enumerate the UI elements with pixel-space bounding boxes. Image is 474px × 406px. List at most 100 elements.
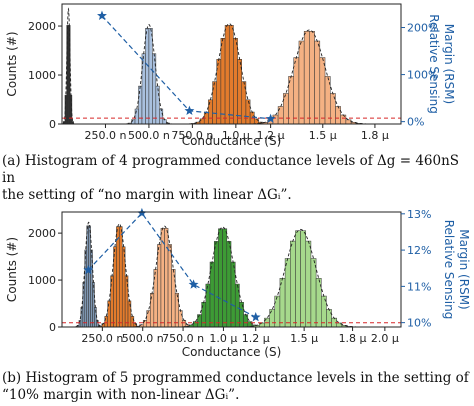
histogram-bar (243, 314, 249, 327)
plot-area-b (62, 221, 401, 327)
histogram-bar (92, 282, 95, 327)
y2-tick-label: 13% (407, 208, 431, 221)
histogram-level-5 (245, 228, 356, 327)
histogram-bar (224, 25, 230, 124)
histogram-bar (290, 240, 296, 327)
y-axis-label: Counts (#) (5, 237, 19, 302)
histogram-bar (233, 38, 238, 124)
histogram-bar (119, 226, 123, 327)
y2-tick-label: 10% (407, 317, 431, 330)
rsm-star-marker (250, 312, 261, 322)
x-tick-label: 1.0 μ (222, 129, 250, 142)
histogram-bar (213, 241, 219, 327)
axes-frame (61, 3, 402, 125)
y-axis-label: Counts (#) (5, 31, 19, 96)
gaussian-fit-curve (245, 228, 356, 327)
y2-axis-label-line1: Relative Sensing (427, 14, 441, 114)
histogram-bar (295, 230, 301, 327)
histogram-bar (167, 244, 172, 327)
histogram-bar (159, 108, 164, 124)
rsm-line (87, 212, 256, 318)
y-tick-label: 1000 (28, 274, 56, 287)
histogram-bar (64, 95, 67, 124)
histogram-bar (272, 114, 279, 124)
histogram-bar (157, 244, 162, 327)
x-tick-label: 500.0 n (128, 129, 170, 142)
histogram-bar (86, 225, 89, 327)
gaussian-fit-curve (62, 7, 75, 124)
histogram-bar (134, 108, 139, 124)
caption-b-line1: (b) Histogram of 5 programmed conductanc… (2, 370, 469, 386)
x-tick-label: 750.0 n (171, 129, 213, 142)
histogram-bar (124, 275, 129, 327)
histogram-bar (345, 119, 352, 124)
x-tick-label: 1.2 μ (257, 129, 285, 142)
axes-frame (61, 211, 402, 328)
gaussian-fit-curve (181, 226, 264, 327)
histogram-bar (326, 309, 332, 327)
y2-tick-label: 200% (407, 22, 438, 35)
histogram-bar (171, 269, 176, 327)
histogram-bar (226, 241, 232, 327)
histogram-bar (130, 316, 135, 327)
x-tick-label: 250.0 n (81, 332, 123, 345)
histogram-bar (293, 57, 300, 124)
rsm-star-marker (188, 279, 199, 289)
histogram-bar (116, 226, 120, 327)
histogram-bar (142, 320, 147, 327)
y2-tick-label: 0% (407, 116, 424, 129)
histogram-bar (319, 57, 326, 124)
chart-panel-a: 250.0 n 500.0 n 750.0 n 1.0 μ 1.2 μ 1.5 μ 1.8 … (5, 3, 456, 148)
histogram-bar (121, 246, 126, 327)
histogram-bar (279, 278, 286, 327)
rsm-series (97, 10, 276, 124)
y2-axis-label-line1: Relative Sensing (442, 220, 456, 320)
histogram-bar (174, 293, 179, 327)
x-tick-label: 1.0 μ (209, 332, 237, 345)
histogram-bar (104, 316, 108, 327)
y-tick-label: 0 (49, 321, 56, 334)
histogram-bar (88, 225, 91, 327)
y-tick-label: 2000 (28, 20, 56, 33)
histogram-bar (340, 114, 347, 124)
x-tick-label: 1.8 μ (339, 332, 367, 345)
histogram-level-1 (62, 7, 75, 124)
histogram-bar (300, 230, 307, 327)
caption-b-line2: “10% margin with non-linear ΔGᵢ”. (2, 387, 240, 403)
gaussian-fit-curve (75, 221, 103, 327)
y-tick-label: 1000 (28, 69, 56, 82)
histogram-bar (218, 228, 223, 327)
x-axis-label: Conductance (S) (182, 134, 282, 148)
histogram-bar (220, 38, 226, 124)
caption-a-line1: (a) Histogram of 4 programmed conductanc… (2, 153, 460, 186)
histogram-level-3 (189, 23, 270, 124)
x-tick-label: 750.0 n (162, 332, 204, 345)
y2-tick-label: 12% (407, 244, 431, 257)
histogram-bar (222, 228, 228, 327)
histogram-bar (66, 25, 69, 124)
histogram-bar (110, 275, 114, 327)
histogram-level-4 (181, 226, 264, 327)
x-tick-label: 1.2 μ (242, 332, 270, 345)
x-tick-label: 1.5 μ (290, 332, 318, 345)
x-tick-label: 1.8 μ (361, 129, 389, 142)
gaussian-fit-curve (253, 29, 366, 124)
y2-tick-label: 11% (407, 280, 431, 293)
histogram-bar (141, 53, 146, 124)
histogram-bar (335, 106, 341, 124)
histogram-level-4 (253, 29, 366, 124)
rsm-star-marker (136, 207, 147, 218)
x-tick-label: 250.0 n (84, 129, 126, 142)
histogram-bar (146, 310, 151, 327)
histogram-level-2 (97, 223, 142, 327)
caption-b: (b) Histogram of 5 programmed conductanc… (2, 370, 472, 404)
histogram-bar (298, 40, 305, 124)
rsm-star-marker (184, 105, 195, 116)
x-tick-label: 1.5 μ (309, 129, 337, 142)
rsm-star-marker (83, 264, 94, 275)
gaussian-fit-curve (97, 223, 142, 327)
histogram-level-3 (134, 225, 195, 327)
histogram-bar (310, 258, 317, 327)
